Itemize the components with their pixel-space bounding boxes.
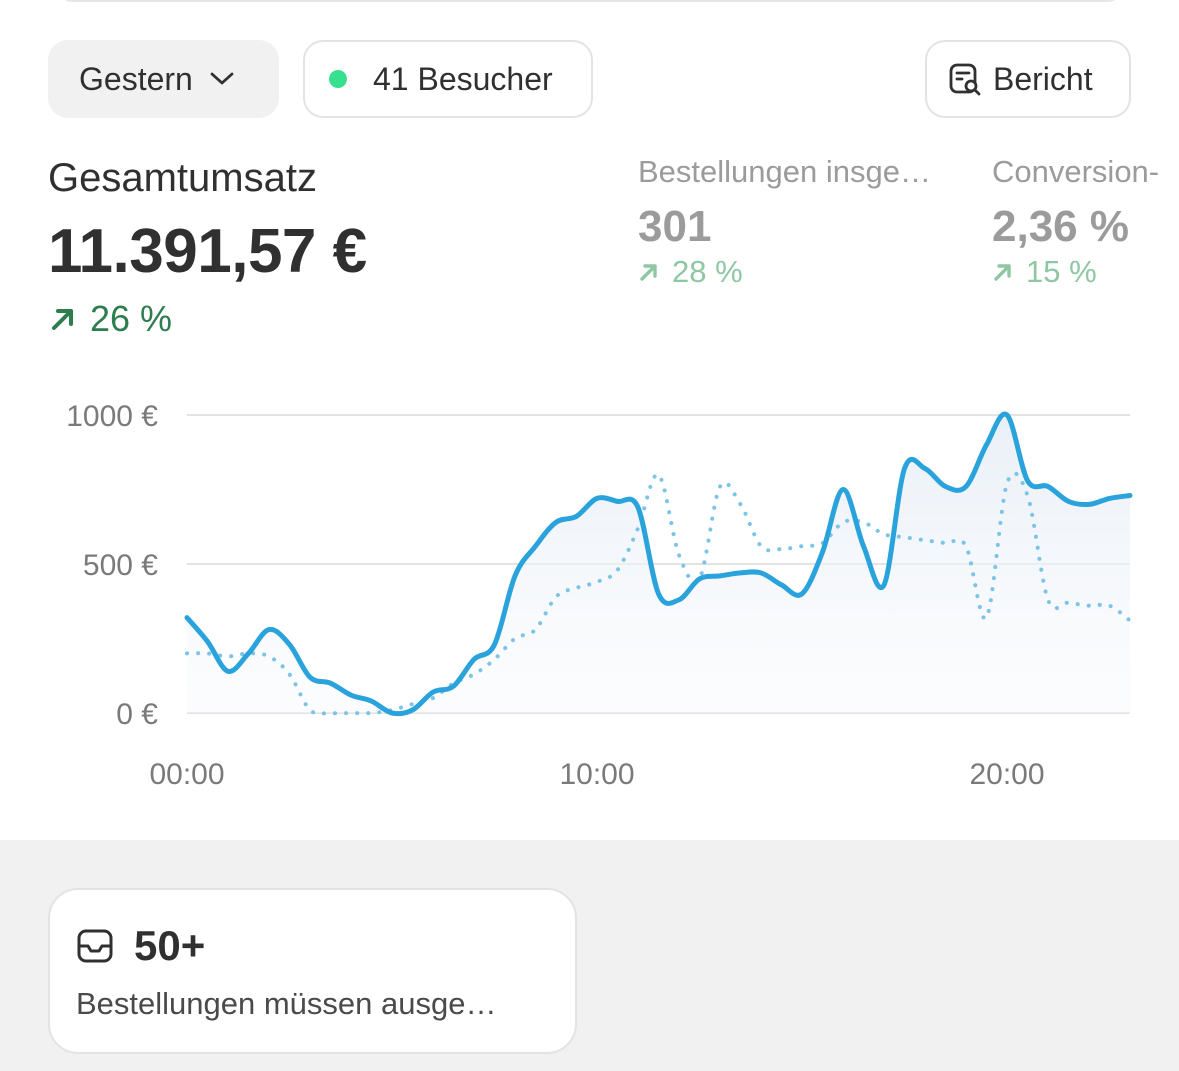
orders-label: Bestellungen insge…: [638, 154, 931, 189]
orders-metric[interactable]: Bestellungen insge… 301 28 %: [638, 154, 968, 290]
arrow-up-right-icon: [48, 304, 78, 334]
arrow-up-right-icon: [992, 261, 1014, 283]
live-dot-icon: [329, 70, 347, 88]
orders-delta: 28 %: [638, 254, 968, 290]
orders-delta-value: 28 %: [672, 254, 743, 289]
conversion-value: 2,36 %: [992, 202, 1129, 251]
todo-count: 50+: [134, 922, 206, 969]
total-sales-delta: 26 %: [48, 298, 172, 340]
report-button[interactable]: Bericht: [925, 40, 1131, 118]
inbox-icon: [76, 928, 114, 964]
y-tick-label: 0 €: [116, 698, 158, 731]
series-area: [187, 414, 1130, 714]
top-card-edge: [58, 0, 1122, 2]
total-sales-value: 11.391,57 €: [48, 217, 367, 286]
conversion-delta: 15 %: [992, 254, 1179, 290]
sales-chart[interactable]: 1000 € 500 € 0 € 00:00 10:00 20:00: [0, 380, 1179, 810]
total-sales-delta-value: 26 %: [90, 298, 173, 339]
series-line-current: [184, 411, 1133, 717]
arrow-up-right-icon: [638, 261, 660, 283]
conversion-delta-value: 15 %: [1026, 254, 1097, 289]
x-tick-label: 20:00: [969, 758, 1044, 791]
todo-description: Bestellungen müssen ausge…: [76, 986, 497, 1021]
date-range-button[interactable]: Gestern: [48, 40, 279, 118]
x-tick-label: 00:00: [149, 758, 224, 791]
y-tick-label: 1000 €: [66, 400, 158, 433]
visitors-label: 41 Besucher: [373, 60, 553, 97]
conversion-label: Conversion-: [992, 154, 1160, 189]
orders-to-fulfill-card[interactable]: 50+ Bestellungen müssen ausge…: [48, 888, 577, 1054]
y-tick-label: 500 €: [83, 549, 158, 582]
x-tick-label: 10:00: [559, 758, 634, 791]
total-sales-label[interactable]: Gesamtumsatz: [48, 156, 317, 200]
orders-value: 301: [638, 202, 712, 251]
live-visitors-button[interactable]: 41 Besucher: [303, 40, 593, 118]
report-label: Bericht: [993, 60, 1093, 97]
chevron-down-icon: [209, 71, 235, 87]
series-line-comparison: [185, 471, 1132, 716]
conversion-metric[interactable]: Conversion- 2,36 % 15 %: [992, 154, 1179, 290]
report-search-icon: [947, 61, 983, 97]
date-range-label: Gestern: [79, 60, 193, 97]
